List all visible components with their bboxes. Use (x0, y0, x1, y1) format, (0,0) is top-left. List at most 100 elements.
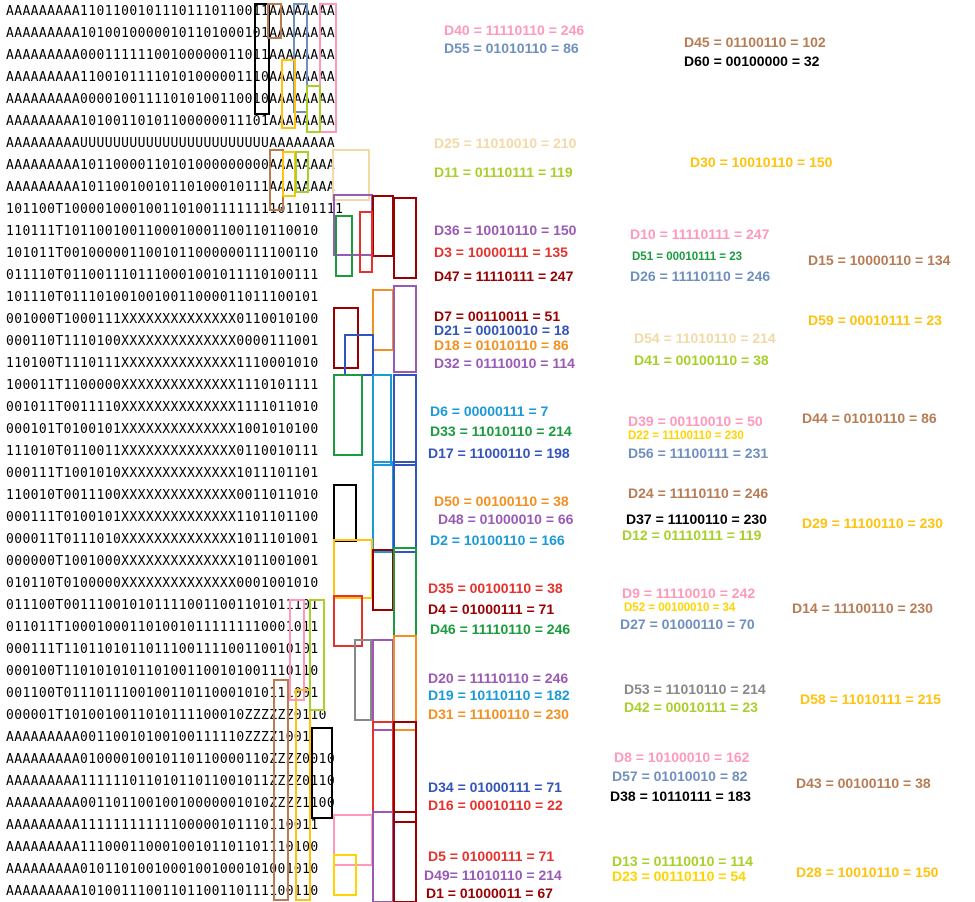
codeword-label: D18 = 01010110 = 86 (434, 337, 569, 353)
codeword-label: D4 = 01000111 = 71 (428, 601, 555, 617)
grid-row: AAAAAAAAA01000010010110110000110ZZZZ0010 (6, 752, 336, 767)
codeword-label: D59 = 00010111 = 23 (808, 312, 942, 328)
grid-row: AAAAAAAAA10100110101100000011101AAAAAAAA (6, 114, 336, 129)
grid-row: 110111T1011001001100010001100110110010 (6, 224, 319, 239)
codeword-label: D57 = 01010010 = 82 (612, 768, 748, 784)
codeword-label: D27 = 01000110 = 70 (620, 616, 755, 632)
codeword-label: D32 = 01110010 = 114 (434, 355, 575, 371)
codeword-outline (333, 374, 363, 456)
codeword-label: D20 = 11110110 = 246 (428, 670, 569, 686)
codeword-outline (335, 215, 353, 277)
grid-row: 100011T1100000XXXXXXXXXXXXXX1110101111 (6, 378, 319, 393)
grid-row: 101100T100001000100110100111111110110111… (6, 202, 344, 217)
codeword-label: D39 = 00110010 = 50 (628, 413, 763, 429)
grid-row: AAAAAAAAA11111101101011011001011ZZZZ0110 (6, 774, 336, 789)
codeword-label: D52 = 00100010 = 34 (624, 602, 736, 614)
codeword-outline (393, 811, 417, 902)
codeword-outline (372, 461, 394, 553)
codeword-outline (333, 854, 357, 896)
codeword-label: D19 = 10110110 = 182 (428, 687, 570, 703)
codeword-label: D3 = 10000111 = 135 (434, 244, 568, 260)
codeword-label: D58 = 11010111 = 215 (800, 691, 941, 707)
grid-row: 001000T1000111XXXXXXXXXXXXXX0110010100 (6, 312, 319, 327)
codeword-label: D37 = 11100110 = 230 (626, 511, 767, 527)
codeword-label: D23 = 00110110 = 54 (612, 868, 746, 884)
codeword-label: D36 = 10010110 = 150 (434, 222, 577, 238)
codeword-label: D9 = 11110010 = 242 (622, 585, 756, 601)
codeword-label: D38 = 10110111 = 183 (610, 788, 751, 804)
codeword-outline (393, 197, 417, 279)
codeword-label: D13 = 01110010 = 114 (612, 853, 753, 869)
codeword-outline (393, 374, 417, 466)
codeword-label: D24 = 11110110 = 246 (628, 485, 769, 501)
codeword-outline (333, 814, 373, 866)
codeword-label: D28 = 10010110 = 150 (796, 864, 939, 880)
codeword-label: D56 = 11100111 = 231 (628, 445, 769, 461)
codeword-label: D22 = 11100110 = 230 (628, 430, 744, 442)
grid-row: 110100T1110111XXXXXXXXXXXXXX1110001010 (6, 356, 319, 371)
codeword-label: D14 = 11100110 = 230 (792, 600, 933, 616)
codeword-label: D25 = 11010010 = 210 (434, 135, 577, 151)
codeword-outline (372, 721, 394, 813)
codeword-outline (372, 549, 394, 611)
codeword-label: D35 = 00100110 = 38 (428, 580, 563, 596)
grid-row: 000100T1101010101101001100101001110110 (6, 664, 319, 679)
grid-row: 000101T0100101XXXXXXXXXXXXXX1001010100 (6, 422, 319, 437)
grid-row: 000111T1001010XXXXXXXXXXXXXX1011101101 (6, 466, 319, 481)
codeword-label: D43 = 00100110 = 38 (796, 775, 931, 791)
codeword-outline (333, 595, 363, 647)
grid-row: 110010T0011100XXXXXXXXXXXXXX0011011010 (6, 488, 319, 503)
codeword-outline (344, 334, 374, 376)
grid-row: 000011T0111010XXXXXXXXXXXXXX1011101001 (6, 532, 319, 547)
codeword-label: D2 = 10100110 = 166 (430, 532, 565, 548)
codeword-label: D42 = 00010111 = 23 (624, 699, 758, 715)
codeword-label: D54 = 11010110 = 214 (634, 330, 776, 346)
codeword-label: D17 = 11000110 = 198 (428, 445, 570, 461)
codeword-label: D12 = 01110111 = 119 (622, 527, 762, 543)
codeword-label: D47 = 11110111 = 247 (434, 268, 574, 284)
codeword-label: D40 = 11110110 = 246 (444, 22, 585, 38)
codeword-label: D44 = 01010110 = 86 (802, 410, 937, 426)
grid-row: 000001T1010010011010111100010ZZZZZZ0110 (6, 708, 327, 723)
grid-row: AAAAAAAAA10110000110101000000000AAAAAAAA (6, 158, 336, 173)
codeword-label: D55 = 01010110 = 86 (444, 40, 579, 56)
grid-row: AAAAAAAAA00001001111010100110010AAAAAAAA (6, 92, 336, 107)
grid-row: AAAAAAAAA10110010010110100010111AAAAAAAA (6, 180, 336, 195)
grid-row: 001100T0111011100100110110001010111001 (6, 686, 319, 701)
codeword-outline (393, 721, 417, 823)
codeword-label: D30 = 10010110 = 150 (690, 154, 833, 170)
codeword-outline (354, 639, 372, 721)
grid-row: 000110T1110100XXXXXXXXXXXXXX0000111001 (6, 334, 319, 349)
codeword-outline (333, 539, 373, 599)
codeword-label: D26 = 11110110 = 246 (630, 268, 771, 284)
grid-row: 000111T0100101XXXXXXXXXXXXXX1101101100 (6, 510, 319, 525)
codeword-label: D15 = 10000110 = 134 (808, 252, 951, 268)
grid-row: 010110T0100000XXXXXXXXXXXXXX0001001010 (6, 576, 319, 591)
codeword-label: D60 = 00100000 = 32 (684, 53, 820, 69)
grid-row: 000111T1101101011011100111100110010101 (6, 642, 319, 657)
codeword-label: D34 = 01000111 = 71 (428, 779, 562, 795)
codeword-outline (393, 285, 417, 373)
codeword-label: D1 = 01000011 = 67 (426, 885, 553, 901)
codeword-label: D7 = 00110011 = 51 (434, 308, 561, 324)
grid-row: 000000T1001000XXXXXXXXXXXXXX1011001001 (6, 554, 319, 569)
codeword-label: D41 = 00100110 = 38 (634, 352, 769, 368)
codeword-outline (393, 635, 417, 731)
codeword-outline (372, 195, 394, 257)
grid-row: AAAAAAAAA00110010100100111110ZZZZ1001 (6, 730, 311, 745)
codeword-label: D21 = 00010010 = 18 (434, 322, 570, 338)
grid-row: 011110T0110011101110001001011110100111 (6, 268, 319, 283)
grid-row: AAAAAAAAAUUUUUUUUUUUUUUUUUUUUUUUAAAAAAAA (6, 136, 336, 151)
codeword-label: D33 = 11010110 = 214 (430, 423, 572, 439)
grid-row: AAAAAAAAA01011010010001001000101001010 (6, 862, 319, 877)
codeword-label: D8 = 10100010 = 162 (614, 749, 750, 765)
grid-row: AAAAAAAAA10100111001101100110111100110 (6, 884, 319, 899)
codeword-outline (372, 374, 392, 466)
codeword-label: D29 = 11100110 = 230 (802, 515, 943, 531)
codeword-outline (372, 811, 394, 902)
grid-row: AAAAAAAAA11100011000100101101101110100 (6, 840, 319, 855)
codeword-label: D51 = 00010111 = 23 (632, 251, 742, 263)
codeword-outline (393, 461, 417, 553)
grid-row: 001011T0011110XXXXXXXXXXXXXX1111011010 (6, 400, 319, 415)
codeword-label: D10 = 11110111 = 247 (630, 226, 770, 242)
